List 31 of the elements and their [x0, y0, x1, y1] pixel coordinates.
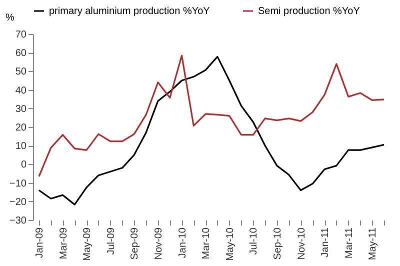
x-tick-label: Mar-10: [201, 227, 212, 260]
x-tick-label: May-10: [224, 227, 236, 261]
y-tick-label: −10: [10, 178, 27, 190]
x-tick-label: Sep-10: [272, 227, 284, 260]
x-tick-label: Jan-09: [34, 227, 46, 258]
y-tick-label: 20: [15, 122, 27, 134]
y-tick-label: −20: [10, 196, 27, 208]
x-tick-label: Mar-11: [344, 227, 355, 258]
y-axis-title: %: [6, 12, 14, 24]
x-tick-label: Jul-10: [248, 227, 260, 255]
x-tick-label: May-11: [368, 227, 379, 260]
line-series: [38, 56, 385, 206]
y-tick-label: 70: [15, 30, 27, 40]
legend-label: primary aluminium production %YoY: [49, 6, 210, 17]
x-tick-label: Jan-11: [320, 227, 332, 258]
x-tick-label: Jan-10: [177, 227, 188, 258]
y-tick-label: 30: [15, 104, 27, 115]
x-tick-label: Sep-09: [130, 227, 141, 260]
x-tick-label: May-09: [82, 227, 94, 261]
y-tick-label: 40: [15, 85, 27, 96]
x-tick-label: Mar-09: [58, 227, 70, 260]
y-tick-label: 0: [20, 160, 27, 171]
y-tick-label: 50: [15, 66, 27, 78]
y-tick-label: 10: [15, 141, 27, 152]
y-tick-label: −30: [10, 216, 27, 226]
legend-label: Semi production %YoY: [258, 6, 360, 17]
x-tick-label: Nov-10: [296, 227, 308, 260]
y-tick-label: 60: [15, 48, 27, 60]
line-series: [38, 54, 385, 178]
x-tick-label: Nov-09: [153, 227, 164, 260]
x-tick-label: Jul-09: [106, 227, 117, 255]
